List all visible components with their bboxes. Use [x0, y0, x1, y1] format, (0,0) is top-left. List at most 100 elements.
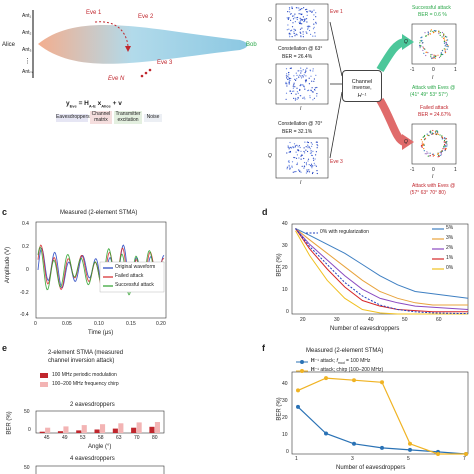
constellation-point [301, 70, 303, 72]
constellation-point [307, 144, 309, 146]
constellation-point [292, 15, 294, 17]
constellation-point [300, 13, 303, 16]
constellation-point [313, 162, 315, 164]
constellation-point [293, 84, 295, 86]
constellation-point [306, 8, 308, 10]
constellation-point [297, 92, 299, 94]
constellation-point [296, 74, 298, 76]
legend-h: H [311, 358, 315, 364]
legend-chirp: H⁻¹ attack; chirp (100–200 MHz) [311, 368, 383, 373]
constellation-point [315, 154, 317, 156]
constellation-point [292, 85, 294, 87]
constellation-point [306, 32, 308, 34]
x-tick: 80 [152, 435, 158, 441]
eve-dot [148, 68, 152, 72]
constellation-point [421, 42, 423, 44]
constellation-point [287, 78, 289, 80]
constellation-point [310, 152, 313, 154]
constellation-point [312, 157, 314, 159]
constellation-point [302, 75, 304, 77]
x-tick: 45 [44, 435, 50, 441]
antenna-label: Ant₃ [22, 47, 32, 53]
constellation-point [309, 152, 311, 154]
constellation-point [423, 52, 425, 54]
constellation-point [310, 10, 312, 12]
constellation-point [305, 164, 308, 166]
constellation-point [435, 132, 437, 134]
constellation-point [288, 34, 290, 36]
constellation-point [444, 137, 446, 139]
constellation-point [294, 29, 296, 31]
constellation-point [430, 130, 432, 132]
constellation-point [426, 51, 428, 53]
legend-periodic: 100 MHz periodic modulation [52, 372, 117, 378]
constellation-point [300, 158, 302, 160]
constellation-point [294, 17, 296, 19]
constellation-point [294, 21, 296, 23]
constellation-point [427, 52, 429, 54]
chart-title: Measured (2-element STMA) [306, 348, 384, 354]
constellation-point [316, 147, 318, 149]
bar [63, 426, 69, 433]
constellation-point [316, 86, 318, 89]
success-ber: BER = 0.6 % [418, 12, 447, 18]
constellation-point [422, 144, 424, 146]
constellation-point [434, 57, 436, 59]
constellation-point [307, 150, 309, 153]
constellation-point [316, 170, 318, 172]
constellation-point [438, 33, 440, 35]
constellation-point [286, 73, 288, 75]
x-tick: 7 [463, 456, 466, 462]
constellation-point [446, 142, 448, 144]
constellation-point [296, 98, 298, 100]
constellation-point [303, 96, 305, 98]
tick: -1 [410, 167, 415, 173]
legend-f: f [336, 358, 338, 364]
constellation-point [295, 151, 297, 153]
constellation-point [296, 78, 298, 80]
constellation-point [443, 42, 446, 44]
antenna-label: Ant₂ [22, 30, 32, 36]
constellation-point [432, 31, 435, 34]
constellation-point [285, 83, 287, 85]
constellation-point [286, 85, 288, 87]
constellation-point [313, 26, 315, 28]
constellation-point [287, 146, 289, 148]
constellation-point [302, 69, 304, 71]
bar [81, 425, 87, 433]
constellation-point [300, 23, 302, 25]
constellation-point [308, 29, 311, 32]
constellation-point [314, 158, 316, 160]
constellation-point [306, 14, 308, 16]
constellation-point [291, 7, 293, 9]
constellation-point [288, 148, 290, 150]
subplot-title-2: 4 eavesdroppers [70, 456, 115, 462]
constellation-point [302, 84, 304, 86]
level-legend [432, 228, 444, 270]
constellation-point [420, 37, 422, 39]
x-tick: 1 [295, 456, 298, 462]
plot-frame [291, 223, 469, 315]
constellation-point [291, 26, 294, 28]
constellation-point [293, 75, 295, 77]
constellation-point [303, 165, 305, 167]
constellation-point [306, 169, 308, 171]
constellation-point [302, 31, 304, 33]
chart-title: Measured (2-element STMA) [60, 210, 138, 216]
constellation-point [311, 167, 313, 169]
x-tick: 0 [34, 321, 37, 327]
constellation-point [447, 39, 449, 41]
constellation-point [296, 149, 299, 151]
constellation-point [295, 33, 297, 35]
bob-label: Bob [246, 42, 257, 48]
tick: 1 [454, 67, 457, 73]
constellation-point [438, 31, 440, 33]
legend-marker-chirp [300, 369, 304, 373]
constellation-point [291, 161, 294, 163]
success-title: Successful attack [412, 5, 451, 11]
constellation-point [290, 33, 292, 35]
tick: 0 [432, 67, 435, 73]
axis-q: Q [268, 153, 272, 159]
constellation-point [291, 165, 293, 167]
constellation-point [445, 148, 447, 150]
